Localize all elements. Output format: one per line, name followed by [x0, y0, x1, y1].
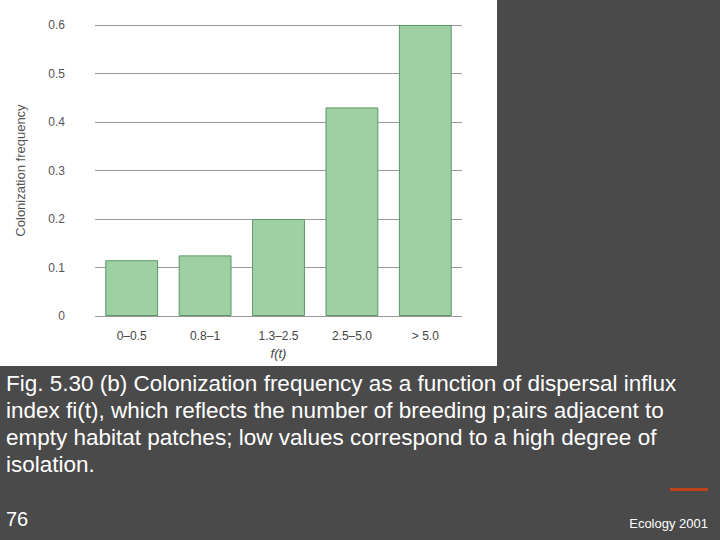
svg-text:Colonization frequency: Colonization frequency — [13, 104, 28, 237]
html-text:Fig. 5.30 (b) Colonization fre: Fig. 5.30 (b) Colonization frequency as … — [6, 371, 677, 477]
svg-text:0.6: 0.6 — [48, 18, 65, 32]
svg-text:0–0.5: 0–0.5 — [117, 329, 147, 343]
svg-text:0: 0 — [58, 309, 65, 323]
svg-text:0.8–1: 0.8–1 — [190, 329, 220, 343]
svg-text:0.2: 0.2 — [48, 212, 65, 226]
svg-text:> 5.0: > 5.0 — [412, 329, 439, 343]
svg-text:1.3–2.5: 1.3–2.5 — [258, 329, 298, 343]
html-text:76: 76 — [6, 508, 29, 530]
svg-text:0.3: 0.3 — [48, 164, 65, 178]
svg-text:0.5: 0.5 — [48, 67, 65, 81]
html-text:Ecology 2001: Ecology 2001 — [629, 516, 708, 531]
svg-text:2.5–5.0: 2.5–5.0 — [332, 329, 372, 343]
svg-text:0.1: 0.1 — [48, 261, 65, 275]
svg-text:0.4: 0.4 — [48, 115, 65, 129]
svg-text:f(t): f(t) — [271, 346, 287, 361]
